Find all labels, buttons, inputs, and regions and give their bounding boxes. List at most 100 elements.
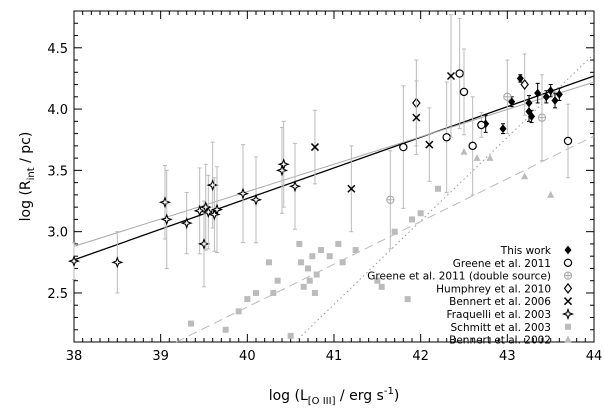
data-point — [525, 98, 533, 108]
marker-shape — [534, 88, 542, 98]
marker-shape — [158, 196, 172, 209]
marker-shape — [435, 185, 441, 192]
data-point — [537, 113, 547, 122]
marker-shape — [193, 204, 206, 217]
marker-shape — [499, 124, 507, 134]
legend-label: This work — [500, 245, 552, 257]
marker-shape — [564, 335, 572, 343]
data-point — [521, 172, 529, 180]
marker-shape — [313, 271, 320, 278]
data-point — [542, 92, 550, 102]
x-tick-label: 43 — [499, 349, 516, 364]
data-point — [339, 259, 346, 266]
marker-shape — [486, 154, 494, 161]
marker-shape — [244, 296, 251, 303]
data-point — [508, 97, 516, 107]
marker-shape — [563, 136, 573, 146]
marker-shape — [249, 193, 263, 206]
data-point — [298, 259, 305, 266]
data-point — [473, 154, 481, 161]
marker-shape — [287, 332, 294, 339]
data-point — [460, 147, 468, 155]
data-point — [417, 210, 424, 217]
data-point — [275, 164, 289, 177]
marker-shape — [270, 289, 277, 296]
marker-shape — [180, 216, 193, 230]
data-point — [235, 308, 242, 315]
marker-shape — [516, 74, 524, 83]
marker-shape — [67, 254, 81, 268]
marker-shape — [347, 184, 356, 193]
marker-shape — [564, 245, 572, 255]
marker-shape — [425, 140, 434, 149]
legend-marker — [565, 323, 571, 330]
data-point — [313, 271, 320, 278]
marker-shape — [206, 178, 219, 192]
marker-shape — [563, 258, 573, 267]
data-point — [300, 283, 307, 290]
marker-shape — [326, 253, 333, 260]
data-point — [555, 89, 563, 99]
y-tick-label: 4.0 — [47, 103, 68, 118]
marker-shape — [235, 308, 242, 315]
data-point — [455, 69, 464, 78]
y-tick-label: 3.5 — [47, 164, 68, 179]
data-point — [206, 178, 219, 192]
legend-label: Bennert et al. 2002 — [449, 335, 551, 347]
marker-shape — [521, 172, 529, 180]
data-point — [222, 326, 229, 333]
data-point — [277, 158, 290, 171]
legend-marker — [564, 245, 572, 255]
marker-shape — [561, 307, 575, 321]
marker-shape — [306, 277, 313, 284]
y-tick-label: 4.5 — [47, 42, 68, 57]
marker-shape — [565, 323, 571, 330]
data-point — [425, 140, 434, 149]
data-point — [516, 74, 524, 83]
marker-shape — [202, 205, 215, 219]
fit-line — [73, 81, 595, 247]
data-point — [305, 265, 311, 272]
data-point — [446, 71, 456, 81]
legend-marker — [563, 282, 573, 294]
data-point — [335, 240, 342, 247]
marker-shape — [459, 87, 469, 97]
marker-shape — [520, 79, 529, 91]
marker-shape — [528, 112, 536, 121]
data-point — [326, 253, 333, 260]
marker-shape — [446, 71, 456, 81]
marker-shape — [374, 277, 381, 284]
legend-marker — [561, 307, 575, 321]
legend-marker — [563, 271, 573, 280]
legend-label: Bennert et al. 2006 — [449, 296, 551, 308]
x-tick-label: 41 — [326, 349, 343, 364]
marker-shape — [160, 213, 173, 226]
marker-shape — [111, 256, 124, 269]
data-point — [296, 240, 303, 247]
marker-shape — [547, 86, 555, 96]
data-point — [563, 136, 573, 146]
data-point — [499, 124, 507, 134]
marker-shape — [253, 289, 259, 296]
marker-shape — [417, 210, 424, 217]
data-point — [287, 332, 294, 339]
data-point — [551, 96, 559, 105]
legend-label: Fraquelli et al. 2003 — [446, 309, 551, 321]
data-point — [111, 256, 124, 269]
data-point — [210, 203, 224, 216]
marker-shape — [477, 120, 486, 130]
marker-shape — [547, 190, 555, 198]
data-point — [409, 216, 415, 223]
data-point — [274, 277, 281, 284]
data-point — [67, 254, 81, 268]
data-point — [412, 113, 421, 122]
data-point — [352, 247, 359, 254]
data-point — [391, 228, 398, 235]
marker-shape — [236, 187, 250, 200]
marker-shape — [318, 247, 324, 254]
marker-shape — [266, 259, 272, 266]
legend-label: Schmitt et al. 2003 — [451, 322, 551, 334]
